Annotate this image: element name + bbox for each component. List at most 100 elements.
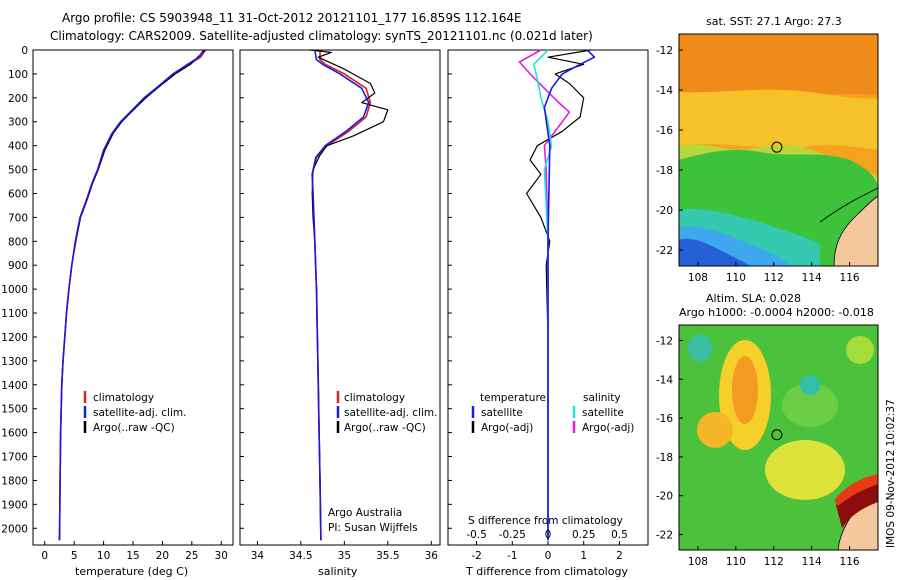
salinity-panel: 34 34.5 35 35.5 36 salinity climatology sate… bbox=[239, 49, 441, 578]
depth-tick-label: 0 bbox=[21, 45, 28, 57]
legend-head-salinity: salinity bbox=[583, 392, 621, 404]
x-tick-label: 25 bbox=[185, 550, 198, 562]
depth-tick-label: 1000 bbox=[1, 284, 28, 296]
series-line-climatology bbox=[58, 49, 207, 541]
legend-label-t-satellite: satellite bbox=[481, 407, 523, 419]
legend-label-climatology: climatology bbox=[93, 392, 154, 404]
depth-tick-label: 100 bbox=[8, 69, 28, 81]
temperature-legend: climatology satellite-adj. clim. Argo(..… bbox=[83, 391, 186, 434]
sst-float-position-marker bbox=[771, 141, 783, 153]
lon-tick-label: 108 bbox=[688, 556, 708, 568]
legend-label-s-satellite: satellite bbox=[582, 407, 624, 419]
x-tick-label: 0 bbox=[41, 550, 48, 562]
lat-tick-label: -20 bbox=[656, 205, 673, 217]
legend-label-argo: Argo(..raw -QC) bbox=[344, 422, 426, 434]
lon-tick-label: 112 bbox=[764, 272, 784, 284]
depth-tick-label: 700 bbox=[8, 212, 28, 224]
lat-tick-label: -18 bbox=[656, 452, 673, 464]
difference-panel: -2 -1 0 1 2 T difference from climatology S … bbox=[447, 49, 649, 578]
depth-tick-label: 1100 bbox=[1, 308, 28, 320]
lat-tick-label: -16 bbox=[656, 125, 673, 137]
lon-tick-label: 108 bbox=[688, 272, 708, 284]
lat-tick-label: -16 bbox=[656, 413, 673, 425]
s-tick-label: -0.25 bbox=[499, 529, 526, 541]
legend-head-temperature: temperature bbox=[480, 392, 546, 404]
sst-map: sat. SST: 27.1 Argo: 27.3 -12 -14 -16 -18 -2… bbox=[656, 15, 879, 284]
sla-teal-blob-1 bbox=[800, 375, 820, 395]
x-tick-label: 36 bbox=[425, 550, 439, 562]
s-difference-tick-labels: -0.5 -0.25 0 0.25 0.5 bbox=[466, 529, 627, 541]
x-tick-label: 2 bbox=[616, 550, 623, 562]
sst-warm-band bbox=[679, 34, 878, 96]
x-tick-label: 30 bbox=[215, 550, 228, 562]
series-line-climatology bbox=[311, 50, 372, 541]
series-line-argo-raw-qc- bbox=[309, 49, 389, 541]
sst-blue-region bbox=[679, 238, 750, 266]
sla-yellowgreen-blob bbox=[846, 336, 874, 364]
salinity-xlabel: salinity bbox=[318, 565, 358, 578]
x-tick-label: -2 bbox=[471, 550, 481, 562]
s-tick-label: 0 bbox=[545, 529, 552, 541]
sst-map-frame bbox=[678, 33, 879, 267]
lat-tick-label: -12 bbox=[656, 336, 673, 348]
depth-tick-label: 400 bbox=[8, 141, 28, 153]
depth-tick-label: 1400 bbox=[1, 380, 28, 392]
lon-tick-label: 116 bbox=[840, 272, 860, 284]
depth-tick-label: 500 bbox=[8, 165, 28, 177]
lat-tick-label: -12 bbox=[656, 45, 673, 57]
x-tick-label: -1 bbox=[507, 550, 517, 562]
x-tick-label: 34.5 bbox=[289, 550, 312, 562]
title-line-2: Climatology: CARS2009. Satellite-adjuste… bbox=[50, 29, 593, 43]
temperature-xlabel: temperature (deg C) bbox=[75, 565, 188, 578]
lon-tick-label: 110 bbox=[726, 272, 746, 284]
salinity-axes-frame bbox=[239, 49, 441, 546]
lon-tick-label: 114 bbox=[802, 272, 822, 284]
sla-yellow-blob bbox=[765, 440, 845, 500]
depth-tick-label: 900 bbox=[8, 260, 28, 272]
sla-lightgreen-blob bbox=[782, 383, 838, 427]
legend-label-satellite: satellite-adj. clim. bbox=[344, 407, 437, 419]
legend-label-argo: Argo(..raw -QC) bbox=[93, 422, 175, 434]
principal-investigator-note: PI: Susan Wijffels bbox=[328, 522, 418, 534]
x-tick-label: 0 bbox=[545, 550, 552, 562]
lat-tick-label: -14 bbox=[656, 374, 673, 386]
s-tick-label: 0.25 bbox=[572, 529, 595, 541]
s-difference-label: S difference from climatology bbox=[468, 515, 623, 527]
sla-map-title-1: Altim. SLA: 0.028 bbox=[706, 292, 801, 305]
sla-orange-blob bbox=[697, 412, 733, 448]
legend-label-s-argo: Argo(-adj) bbox=[582, 422, 634, 434]
depth-tick-label: 1600 bbox=[1, 428, 28, 440]
sla-map-title-2: Argo h1000: -0.0004 h2000: -0.018 bbox=[679, 306, 874, 319]
series-line-temperature-argo-adj- bbox=[525, 49, 591, 541]
series-line-satellite-adj-clim- bbox=[311, 49, 370, 541]
lon-tick-label: 116 bbox=[840, 556, 860, 568]
sst-land-australia bbox=[833, 195, 878, 266]
depth-tick-label: 1300 bbox=[1, 356, 28, 368]
series-line-satellite-adj-clim- bbox=[58, 49, 205, 541]
x-tick-label: 35 bbox=[338, 550, 351, 562]
series-line-temperature-satellite bbox=[543, 49, 596, 541]
data-provider-note: Argo Australia bbox=[328, 507, 402, 519]
sla-float-position-marker bbox=[771, 429, 783, 441]
x-tick-label: 35.5 bbox=[376, 550, 399, 562]
sla-map-frame bbox=[678, 324, 879, 551]
title-line-1: Argo profile: CS 5903948_11 31-Oct-2012 … bbox=[62, 11, 522, 25]
legend-label-climatology: climatology bbox=[344, 392, 405, 404]
sla-orange-anomaly bbox=[732, 356, 758, 424]
x-tick-label: 20 bbox=[156, 550, 169, 562]
depth-tick-label: 300 bbox=[8, 117, 28, 129]
sst-yellow-band bbox=[679, 89, 878, 150]
legend-label-t-argo: Argo(-adj) bbox=[481, 422, 533, 434]
s-tick-label: -0.5 bbox=[466, 529, 487, 541]
sla-red-region bbox=[834, 474, 878, 506]
x-tick-label: 5 bbox=[71, 550, 78, 562]
series-line-argo-raw-qc- bbox=[58, 49, 206, 541]
x-tick-label: 10 bbox=[97, 550, 110, 562]
lat-tick-label: -20 bbox=[656, 491, 673, 503]
lon-tick-label: 110 bbox=[726, 556, 746, 568]
footer-timestamp: IMOS 09-Nov-2012 10:02:37 bbox=[885, 399, 897, 548]
lat-tick-label: -14 bbox=[656, 85, 673, 97]
lon-tick-label: 112 bbox=[764, 556, 784, 568]
sla-teal-blob-2 bbox=[688, 334, 712, 362]
